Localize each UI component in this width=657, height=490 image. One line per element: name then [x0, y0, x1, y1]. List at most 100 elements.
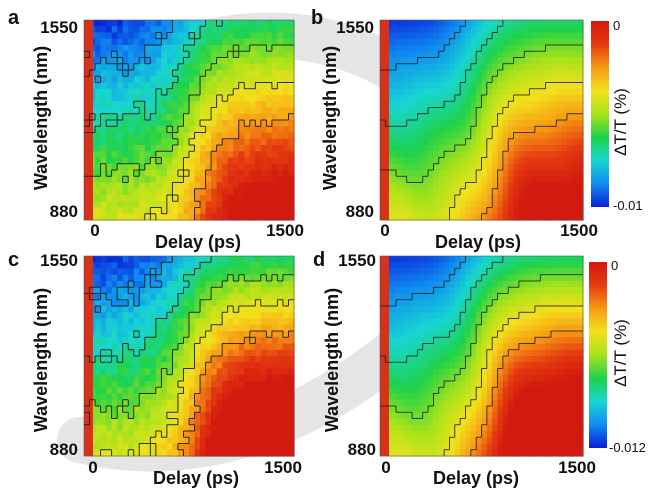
heatmap-cell — [271, 393, 279, 401]
heatmap-cell — [211, 126, 218, 134]
heatmap-cell — [172, 207, 179, 215]
heatmap-cell — [486, 120, 493, 127]
heatmap-cell — [100, 331, 107, 338]
heatmap-cell — [189, 381, 196, 388]
heatmap-cell — [166, 188, 174, 196]
heatmap-cell — [540, 38, 547, 46]
heatmap-cell — [288, 38, 295, 46]
heatmap-cell — [106, 45, 113, 52]
heatmap-cell — [150, 170, 157, 177]
heatmap-cell — [117, 406, 124, 413]
heatmap-cell — [111, 343, 118, 351]
heatmap-cell — [481, 20, 488, 27]
heatmap-cell — [233, 95, 240, 102]
heatmap-cell — [401, 138, 408, 146]
heatmap-cell — [428, 32, 435, 40]
heatmap-cell — [194, 449, 201, 457]
heatmap-cell — [200, 356, 207, 363]
heatmap-cell — [406, 213, 413, 221]
heatmap-cell — [492, 268, 499, 276]
heatmap-cell — [508, 268, 515, 276]
heatmap-cell — [117, 281, 124, 288]
heatmap-cell — [529, 120, 536, 127]
heatmap-cell — [111, 374, 118, 382]
heatmap-cell — [161, 145, 168, 152]
heatmap-cell — [266, 32, 273, 40]
heatmap-cell — [211, 318, 218, 326]
heatmap-cell — [111, 406, 118, 413]
heatmap-cell — [438, 138, 445, 146]
heatmap-cell — [172, 349, 179, 357]
heatmap-cell — [540, 293, 547, 301]
heatmap-cell — [529, 281, 536, 288]
heatmap-cell — [144, 70, 151, 77]
heatmap-cell — [166, 88, 174, 96]
heatmap-cell — [508, 32, 515, 40]
heatmap-cell — [561, 281, 568, 288]
heatmap-cell — [465, 126, 472, 134]
heatmap-cell — [470, 95, 477, 102]
heatmap-cell — [205, 76, 212, 84]
heatmap-cell — [481, 138, 488, 146]
heatmap-cell — [166, 312, 174, 320]
heatmap-cell — [122, 170, 129, 177]
heatmap-cell — [227, 449, 234, 457]
heatmap-cell — [444, 45, 451, 52]
heatmap-cell — [122, 312, 129, 320]
heatmap-cell — [476, 163, 483, 171]
heatmap-cell — [106, 256, 113, 263]
heatmap-cell — [161, 324, 168, 332]
heatmap-cell — [561, 120, 568, 127]
heatmap-cell — [502, 95, 509, 102]
heatmap-cell — [111, 281, 118, 288]
heatmap-cell — [550, 163, 557, 171]
heatmap-cell — [106, 387, 113, 395]
heatmap-cell — [481, 182, 488, 190]
heatmap-cell — [550, 195, 557, 202]
heatmap-cell — [144, 101, 151, 109]
heatmap-cell — [150, 331, 157, 338]
heatmap-cell — [106, 95, 113, 102]
heatmap-cell — [211, 157, 218, 165]
heatmap-cell — [470, 268, 477, 276]
heatmap-cell — [227, 318, 234, 326]
heatmap-cell — [266, 256, 273, 263]
heatmap-cell — [166, 287, 174, 295]
heatmap-cell — [139, 195, 146, 202]
heatmap-cell — [238, 32, 245, 40]
heatmap-cell — [561, 82, 568, 90]
heatmap-cell — [216, 95, 223, 102]
heatmap-cell — [100, 207, 107, 215]
heatmap-cell — [249, 381, 256, 388]
heatmap-cell — [227, 107, 234, 115]
heatmap-cell — [233, 51, 240, 59]
heatmap-cell — [100, 182, 107, 190]
heatmap-cell — [189, 201, 196, 209]
heatmap-cell — [277, 268, 284, 276]
heatmap-cell — [177, 443, 185, 451]
heatmap-cell — [189, 213, 196, 221]
heatmap-cell — [518, 101, 525, 109]
heatmap-cell — [476, 57, 483, 65]
heatmap-cell — [244, 176, 251, 184]
heatmap-cell — [465, 38, 472, 46]
heatmap-cell — [412, 262, 418, 270]
heatmap-cell — [396, 20, 402, 27]
heatmap-cell — [486, 32, 493, 40]
heatmap-cell — [183, 76, 190, 84]
heatmap-cell — [577, 32, 584, 40]
heatmap-cell — [166, 368, 174, 376]
heatmap-cell — [260, 176, 267, 184]
heatmap-cell — [524, 126, 531, 134]
heatmap-cell — [266, 138, 273, 146]
heatmap-cell — [100, 170, 107, 177]
heatmap-cell — [177, 281, 185, 288]
heatmap-cell — [271, 437, 279, 445]
heatmap-cell — [476, 138, 483, 146]
heatmap-cell — [166, 418, 174, 426]
heatmap-cell — [211, 57, 218, 65]
heatmap-cell — [249, 293, 256, 301]
heatmap-cell — [556, 145, 563, 152]
heatmap-cell — [266, 145, 273, 152]
heatmap-cell — [106, 20, 113, 27]
